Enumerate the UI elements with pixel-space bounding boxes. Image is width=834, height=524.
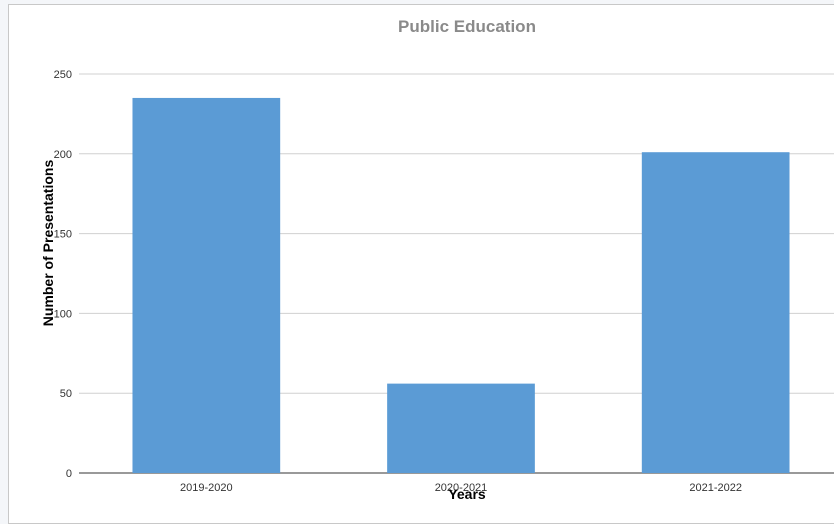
y-tick-label: 200 (54, 149, 72, 161)
x-tick-labels: 2019-2020 2020-2021 2021-2022 (180, 482, 742, 494)
y-tick-label: 50 (60, 388, 72, 400)
y-tick-label: 0 (66, 468, 72, 480)
bar-chart: Public Education 0 50 100 150 200 250 2019-20… (40, 17, 834, 502)
x-tick-label: 2020-2021 (435, 482, 488, 494)
y-tick-label: 250 (54, 69, 72, 81)
x-axis-title: Years (448, 486, 486, 502)
y-tick-labels: 0 50 100 150 200 250 (54, 69, 72, 480)
bar-2019-2020 (132, 97, 281, 473)
chart-frame: Public Education 0 50 100 150 200 250 2019-20… (8, 4, 834, 524)
y-axis-title: Number of Presentations (40, 160, 56, 327)
bar-2021-2022 (641, 152, 790, 474)
bar-2020-2021 (387, 383, 535, 473)
y-tick-label: 100 (54, 308, 72, 320)
x-tick-label: 2021-2022 (689, 482, 742, 494)
y-tick-label: 150 (54, 229, 72, 241)
x-tick-label: 2019-2020 (180, 482, 233, 494)
chart-title: Public Education (398, 17, 536, 36)
bars (132, 97, 790, 474)
